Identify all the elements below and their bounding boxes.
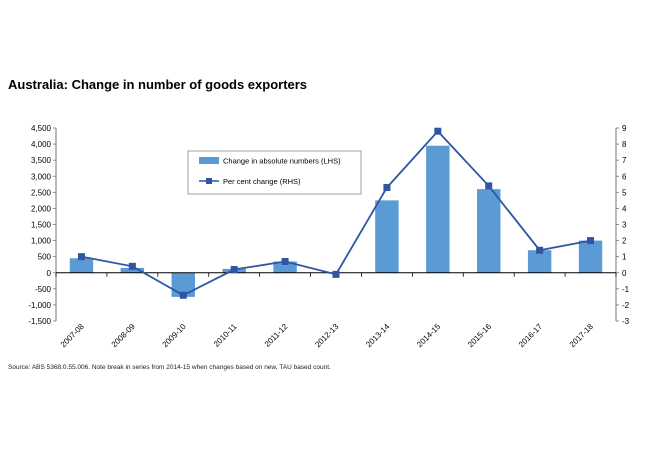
bars-layer [69, 145, 603, 297]
line-point-2013-14 [383, 184, 391, 192]
x-tick-label-2011-12: 2011-12 [263, 322, 290, 349]
bar-2016-17 [527, 250, 552, 273]
line-point-2010-11 [230, 266, 238, 274]
x-tick-label-2010-11: 2010-11 [212, 322, 239, 349]
right-tick-label: 8 [622, 140, 627, 149]
right-tick-label: 9 [622, 124, 627, 133]
bar-2013-14 [375, 200, 399, 273]
x-tick-label-2017-18: 2017-18 [568, 322, 596, 350]
left-tick-label: 3,500 [31, 156, 52, 165]
bar-2007-08 [69, 258, 94, 273]
x-tick-label-2015-16: 2015-16 [466, 322, 494, 350]
line-point-2017-18 [587, 237, 595, 245]
right-tick-label: 7 [622, 156, 627, 165]
right-tick-label: 1 [622, 253, 627, 262]
bar-2017-18 [578, 240, 603, 273]
x-tick-label-2008-09: 2008-09 [110, 322, 138, 350]
x-tick-label-2014-15: 2014-15 [415, 322, 443, 350]
line-point-2015-16 [485, 182, 493, 190]
right-tick-label: 6 [622, 172, 627, 181]
source-note: Source: ABS 5368.0.55.006. Note break in… [8, 364, 331, 371]
right-tick-label: -2 [622, 301, 630, 310]
x-tick-label-2007-08: 2007-08 [59, 322, 87, 350]
left-tick-label: 1,000 [31, 237, 52, 246]
bar-2008-09 [120, 267, 145, 273]
line-layer [77, 127, 595, 299]
bar-2015-16 [477, 189, 501, 273]
x-tick-label-2016-17: 2016-17 [517, 322, 545, 350]
legend: Change in absolute numbers (LHS) Per cen… [187, 150, 362, 195]
x-axis-ticks: 2007-08 2008-09 2009-10 2010-11 2011-12 2012-… [59, 322, 596, 350]
left-tick-label: 2,500 [31, 188, 52, 197]
legend-line-marker [206, 178, 212, 184]
line-point-2009-10 [179, 291, 187, 299]
right-axis-ticks: -3 -2 -1 0 1 2 3 4 5 6 7 8 9 [616, 124, 630, 326]
chart-title: Australia: Change in number of goods exp… [8, 77, 308, 92]
left-tick-label: 4,000 [31, 140, 52, 149]
right-tick-label: 3 [622, 221, 627, 230]
right-tick-label: -3 [622, 317, 630, 326]
left-tick-label: 0 [47, 269, 52, 278]
left-tick-label: 500 [38, 253, 52, 262]
left-tick-label: -1,500 [28, 317, 51, 326]
right-tick-label: 4 [622, 204, 627, 213]
left-axis-ticks: -1,500 -1,000 -500 0 500 1,000 1,500 2,000 2,500… [28, 124, 56, 326]
line-point-2011-12 [281, 257, 289, 265]
line-point-2007-08 [77, 253, 85, 261]
left-tick-label: 4,500 [31, 124, 52, 133]
right-tick-label: 0 [622, 269, 627, 278]
legend-label-bars: Change in absolute numbers (LHS) [223, 157, 341, 166]
left-tick-label: -1,000 [28, 301, 51, 310]
left-tick-label: -500 [35, 285, 52, 294]
bar-2014-15 [426, 145, 450, 273]
line-point-2016-17 [536, 246, 544, 254]
right-tick-label: 2 [622, 237, 627, 246]
right-tick-label: -1 [622, 285, 630, 294]
left-tick-label: 2,000 [31, 204, 52, 213]
legend-label-line: Per cent change (RHS) [223, 177, 301, 186]
x-tick-label-2012-13: 2012-13 [313, 322, 341, 350]
x-tick-label-2013-14: 2013-14 [364, 322, 392, 350]
bar-2011-12 [273, 261, 297, 273]
legend-bar-swatch [199, 157, 219, 164]
line-point-2012-13 [332, 270, 340, 278]
line-point-2008-09 [128, 262, 136, 270]
right-tick-label: 5 [622, 188, 627, 197]
x-tick-label-2009-10: 2009-10 [161, 322, 189, 350]
left-tick-label: 1,500 [31, 221, 52, 230]
line-point-2014-15 [434, 127, 442, 135]
left-tick-label: 3,000 [31, 172, 52, 181]
bar-2009-10 [171, 272, 195, 297]
